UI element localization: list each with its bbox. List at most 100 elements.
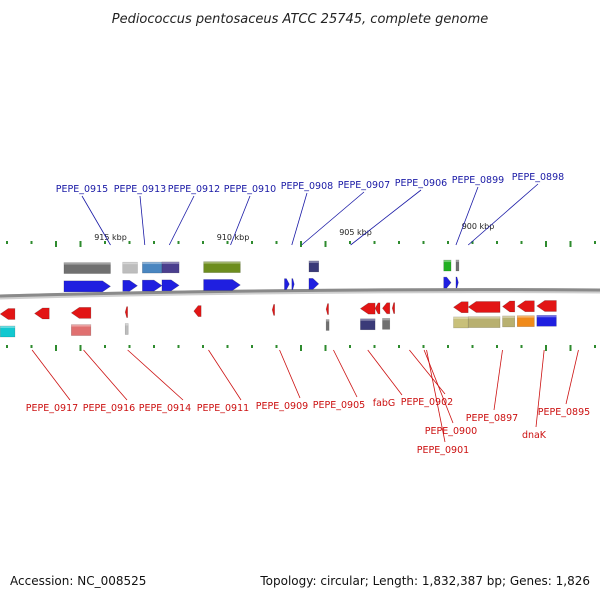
scale-labels: 915 kbp 910 kbp 905 kbp 900 kbp (94, 222, 494, 242)
tick-mark (324, 345, 327, 351)
leader-line (291, 192, 308, 246)
leader-line (279, 349, 301, 399)
leader-line (350, 189, 422, 246)
feature-box (203, 261, 241, 273)
feature-highlight (203, 261, 241, 264)
leader-line (493, 349, 503, 411)
feature-box (382, 318, 391, 330)
scale-label: 915 kbp (94, 233, 127, 242)
scale-label: 905 kbp (339, 228, 372, 237)
gene-label: PEPE_0917 (26, 403, 78, 414)
gene-arrow (142, 279, 163, 292)
leader-line (367, 349, 403, 396)
feature-highlight (63, 262, 111, 265)
feature-box (502, 315, 515, 328)
leader-line (83, 349, 128, 401)
gene-arrow (501, 300, 516, 313)
gene-label: PEPE_0912 (168, 184, 220, 195)
feature-highlight (455, 259, 459, 262)
tick-mark (226, 241, 229, 244)
feature-box (455, 259, 460, 272)
feature-highlight (308, 260, 319, 263)
tick-mark (104, 241, 106, 244)
accession-text: Accession: NC_008525 (10, 574, 146, 588)
gene-arrow (193, 305, 202, 317)
gene-labels: PEPE_0915 PEPE_0913 PEPE_0912 PEPE_0910 PEPE… (26, 172, 590, 456)
leader-line (409, 349, 446, 395)
feature-highlight (536, 315, 557, 318)
tick-mark (251, 345, 253, 348)
scale-label: 910 kbp (217, 233, 250, 242)
tick-mark (153, 345, 155, 348)
tick-mark (6, 241, 8, 244)
tick-marks (6, 241, 596, 351)
leader-line (301, 191, 365, 246)
tick-mark (30, 345, 33, 348)
tick-mark (471, 241, 474, 244)
gene-label: PEPE_0910 (224, 184, 276, 195)
tick-mark (128, 241, 131, 244)
leader-line (81, 195, 111, 246)
tick-mark (202, 241, 204, 244)
gene-arrow (161, 279, 180, 292)
tick-mark (520, 241, 523, 244)
tick-mark (496, 345, 498, 348)
tick-mark (177, 241, 180, 244)
gene-label: PEPE_0900 (425, 426, 477, 437)
tick-mark (447, 241, 449, 244)
feature-highlight (453, 316, 469, 319)
feature-highlight (502, 315, 515, 318)
genome-summary: Topology: circular; Length: 1,832,387 bp… (259, 574, 590, 588)
tick-mark (398, 345, 400, 348)
gene-arrow (0, 308, 16, 320)
tick-mark (79, 345, 82, 351)
feature-box (71, 324, 92, 336)
gene-arrow (124, 306, 128, 318)
feature-highlight (517, 315, 535, 318)
leader-line (168, 195, 195, 246)
leader-line (333, 349, 358, 398)
gene-arrow (122, 279, 138, 292)
gene-label: PEPE_0908 (281, 181, 333, 192)
feature-box (360, 318, 376, 331)
gene-label: PEPE_0906 (395, 178, 447, 189)
gene-label: PEPE_0914 (139, 403, 191, 414)
gene-label: PEPE_0911 (197, 403, 249, 414)
tick-mark (545, 345, 547, 351)
tick-mark (569, 345, 572, 351)
feature-box (467, 316, 501, 328)
gene-arrow (359, 302, 376, 315)
feature-highlight (468, 316, 501, 319)
tick-mark (545, 241, 547, 247)
tick-mark (251, 241, 253, 244)
tick-mark (447, 345, 449, 348)
gene-label: PEPE_0907 (338, 180, 390, 191)
gene-label: PEPE_0897 (466, 413, 518, 424)
gene-arrow (63, 280, 112, 293)
leader-line (426, 349, 446, 443)
gene-track (0, 276, 557, 320)
gene-label: PEPE_0899 (452, 175, 504, 186)
leader-line (139, 195, 146, 246)
feature-highlight (125, 323, 129, 326)
feature-highlight (382, 318, 390, 321)
feature-highlight (142, 262, 162, 265)
tick-mark (300, 345, 302, 351)
feature-box (516, 315, 535, 327)
gene-label: PEPE_0895 (538, 407, 590, 418)
feature-box (122, 261, 138, 274)
gene-arrow (284, 278, 290, 290)
gene-label: PEPE_0915 (56, 184, 108, 195)
leader-line (565, 349, 579, 405)
gene-label: PEPE_0909 (256, 401, 308, 412)
gene-arrow (443, 276, 452, 289)
tick-mark (324, 241, 327, 247)
tick-mark (177, 345, 180, 348)
tick-mark (520, 345, 523, 348)
tick-mark (349, 241, 351, 244)
gene-arrow (271, 304, 275, 316)
gene-arrow (308, 278, 320, 290)
feature-box (124, 323, 129, 335)
label-leaders (31, 183, 579, 443)
